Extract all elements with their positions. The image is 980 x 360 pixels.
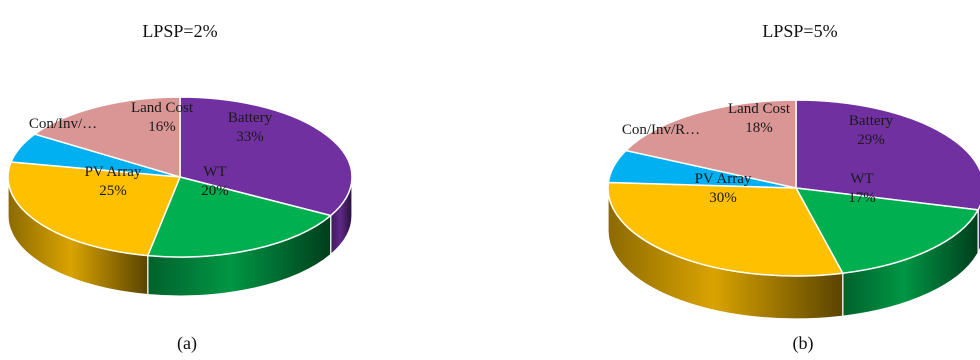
slice-label: PV Array 30% (695, 171, 752, 206)
slice-label: Battery 29% (849, 113, 894, 148)
chart-a-caption: (a) (177, 333, 197, 354)
chart-a: LPSP=2% Battery 33% WT 20% PV Array 25% Con/In… (7, 21, 353, 354)
pie-slice-land-cost (624, 99, 797, 189)
chart-a-pie: Battery 33% WT 20% PV Array 25% Con/Inv/… Land … (7, 96, 353, 297)
slice-label-value: 33% (236, 129, 264, 145)
slice-label-name: Con/Inv/R… (622, 122, 700, 138)
slice-label: Con/Inv/R… (622, 122, 700, 138)
pie-slice-battery (795, 99, 980, 211)
pie-slice-battery (179, 96, 353, 217)
pie-slices (607, 99, 980, 277)
slice-label-name: Battery (849, 113, 894, 129)
slice-label: WT 20% (201, 164, 229, 199)
pie-slice-pv-array (607, 181, 844, 277)
pie-slices (7, 96, 353, 258)
slice-label-name: Land Cost (728, 101, 791, 117)
slice-label-value: 20% (201, 183, 229, 199)
slice-label-name: PV Array (695, 171, 752, 187)
slice-label-name: WT (203, 164, 226, 180)
slice-label: WT 17% (848, 171, 876, 206)
slice-label-value: 30% (709, 190, 737, 206)
pie-slice-land-cost (33, 96, 181, 179)
chart-b: LPSP=5% Battery 29% WT 17% PV Array 30% Con/In… (607, 21, 980, 354)
pie-slice-pv-array (7, 161, 182, 257)
chart-b-pie: Battery 29% WT 17% PV Array 30% Con/Inv/R… Land… (607, 99, 980, 320)
slice-label-name: Battery (228, 110, 273, 126)
slice-label: Con/Inv/… (29, 116, 97, 132)
slice-label-name: WT (850, 171, 873, 187)
pie-slice-wt (794, 187, 980, 275)
chart-a-title: LPSP=2% (142, 21, 217, 41)
slice-label: Land Cost 18% (728, 101, 791, 136)
slice-label-name: PV Array (85, 164, 142, 180)
slice-label-value: 17% (848, 190, 876, 206)
slice-label-name: Con/Inv/… (29, 116, 97, 132)
slice-label-value: 25% (99, 183, 127, 199)
slice-label: Battery 33% (228, 110, 273, 145)
slice-label-name: Land Cost (131, 100, 194, 116)
pie-slice-wt (146, 176, 333, 258)
slice-label-value: 29% (857, 132, 885, 148)
chart-b-title: LPSP=5% (762, 21, 837, 41)
slice-label-value: 18% (745, 120, 773, 136)
chart-b-caption: (b) (793, 333, 814, 354)
slice-label: PV Array 25% (85, 164, 142, 199)
slice-label-value: 16% (148, 119, 176, 135)
slice-label: Land Cost 16% (131, 100, 194, 135)
